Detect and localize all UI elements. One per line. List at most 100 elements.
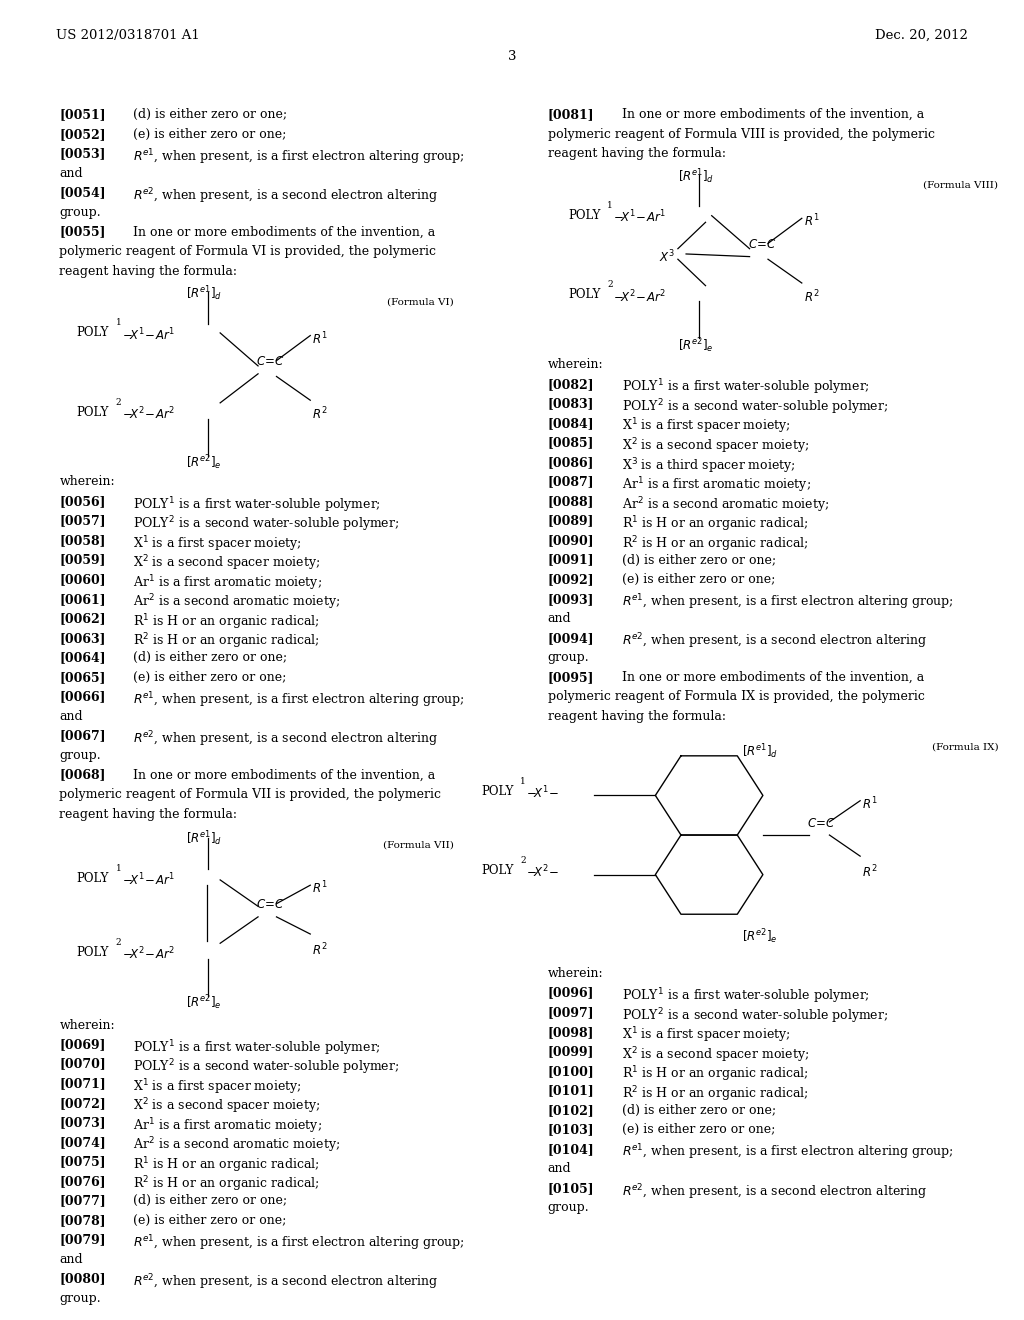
Text: $[R^{e1}]_d$: $[R^{e1}]_d$: [742, 743, 778, 762]
Text: POLY: POLY: [77, 326, 110, 339]
Text: (Formula IX): (Formula IX): [932, 743, 998, 751]
Text: $R^2$: $R^2$: [312, 405, 328, 422]
Text: $R^1$: $R^1$: [312, 880, 328, 896]
Text: $R^1$: $R^1$: [312, 330, 328, 347]
Text: (d) is either zero or one;: (d) is either zero or one;: [622, 1104, 776, 1117]
Text: $C\!=\!C$: $C\!=\!C$: [807, 817, 836, 829]
Text: and: and: [59, 166, 83, 180]
Text: 1: 1: [520, 777, 526, 785]
Text: $R^{e2}$, when present, is a second electron altering: $R^{e2}$, when present, is a second elec…: [133, 186, 438, 206]
Text: POLY: POLY: [481, 785, 514, 797]
Text: (e) is either zero or one;: (e) is either zero or one;: [622, 573, 775, 586]
Text: group.: group.: [548, 1201, 590, 1214]
Text: (e) is either zero or one;: (e) is either zero or one;: [133, 128, 287, 141]
Text: reagent having the formula:: reagent having the formula:: [548, 710, 726, 723]
Text: $R^{e2}$, when present, is a second electron altering: $R^{e2}$, when present, is a second elec…: [133, 1272, 438, 1292]
Text: 1: 1: [116, 865, 122, 873]
Text: [0101]: [0101]: [548, 1084, 595, 1097]
Text: wherein:: wherein:: [548, 358, 603, 371]
Text: [0061]: [0061]: [59, 593, 106, 606]
Text: [0097]: [0097]: [548, 1006, 595, 1019]
Text: wherein:: wherein:: [548, 968, 603, 979]
Text: $R^{e2}$, when present, is a second electron altering: $R^{e2}$, when present, is a second elec…: [622, 1181, 927, 1201]
Text: [0090]: [0090]: [548, 535, 595, 546]
Text: $R^{e1}$, when present, is a first electron altering group;: $R^{e1}$, when present, is a first elect…: [133, 690, 465, 710]
Text: [0105]: [0105]: [548, 1181, 595, 1195]
Text: R$^1$ is H or an organic radical;: R$^1$ is H or an organic radical;: [133, 1155, 319, 1175]
Text: $R^{e2}$, when present, is a second electron altering: $R^{e2}$, when present, is a second elec…: [622, 632, 927, 651]
Text: $[R^{e2}]_e$: $[R^{e2}]_e$: [678, 335, 714, 355]
Text: [0081]: [0081]: [548, 108, 595, 121]
Text: $-\!X^2\!-\!Ar^2$: $-\!X^2\!-\!Ar^2$: [613, 288, 667, 305]
Text: Ar$^2$ is a second aromatic moiety;: Ar$^2$ is a second aromatic moiety;: [622, 495, 829, 515]
Text: [0083]: [0083]: [548, 397, 594, 411]
Text: (d) is either zero or one;: (d) is either zero or one;: [622, 553, 776, 566]
Text: [0093]: [0093]: [548, 593, 594, 606]
Text: group.: group.: [59, 206, 101, 219]
Text: and: and: [59, 1253, 83, 1266]
Text: In one or more embodiments of the invention, a: In one or more embodiments of the invent…: [622, 108, 924, 121]
Text: (e) is either zero or one;: (e) is either zero or one;: [622, 1123, 775, 1137]
Text: [0104]: [0104]: [548, 1143, 595, 1156]
Text: POLY$^1$ is a first water-soluble polymer;: POLY$^1$ is a first water-soluble polyme…: [133, 1038, 381, 1057]
Text: [0062]: [0062]: [59, 612, 106, 626]
Text: [0092]: [0092]: [548, 573, 595, 586]
Text: group.: group.: [59, 748, 101, 762]
Text: [0054]: [0054]: [59, 186, 106, 199]
Text: group.: group.: [59, 1292, 101, 1305]
Text: R$^2$ is H or an organic radical;: R$^2$ is H or an organic radical;: [622, 535, 808, 553]
Text: [0084]: [0084]: [548, 417, 595, 430]
Text: [0067]: [0067]: [59, 730, 106, 742]
Text: $R^2$: $R^2$: [804, 288, 819, 305]
Text: [0103]: [0103]: [548, 1123, 595, 1137]
Text: R$^1$ is H or an organic radical;: R$^1$ is H or an organic radical;: [133, 612, 319, 632]
Text: $[R^{e2}]_e$: $[R^{e2}]_e$: [186, 994, 222, 1012]
Text: polymeric reagent of Formula VIII is provided, the polymeric: polymeric reagent of Formula VIII is pro…: [548, 128, 935, 141]
Text: $-\!X^1\!-\!Ar^1$: $-\!X^1\!-\!Ar^1$: [122, 873, 175, 888]
Text: POLY$^2$ is a second water-soluble polymer;: POLY$^2$ is a second water-soluble polym…: [133, 1057, 399, 1077]
Text: (Formula VI): (Formula VI): [387, 297, 454, 306]
Text: $C\!=\!C$: $C\!=\!C$: [748, 238, 776, 251]
Text: $[R^{e1}]_d$: $[R^{e1}]_d$: [678, 166, 714, 186]
Text: [0053]: [0053]: [59, 148, 105, 160]
Text: [0096]: [0096]: [548, 986, 594, 999]
Text: [0073]: [0073]: [59, 1117, 106, 1129]
Text: Ar$^1$ is a first aromatic moiety;: Ar$^1$ is a first aromatic moiety;: [133, 573, 323, 593]
Text: X$^2$ is a second spacer moiety;: X$^2$ is a second spacer moiety;: [622, 437, 809, 455]
Text: US 2012/0318701 A1: US 2012/0318701 A1: [56, 29, 200, 42]
Text: [0065]: [0065]: [59, 671, 105, 684]
Text: [0099]: [0099]: [548, 1045, 594, 1059]
Text: POLY$^2$ is a second water-soluble polymer;: POLY$^2$ is a second water-soluble polym…: [622, 397, 888, 417]
Text: X$^2$ is a second spacer moiety;: X$^2$ is a second spacer moiety;: [133, 1097, 321, 1117]
Text: $R^{e1}$, when present, is a first electron altering group;: $R^{e1}$, when present, is a first elect…: [622, 1143, 953, 1163]
Text: $X^3$: $X^3$: [659, 248, 676, 265]
Text: $R^2$: $R^2$: [862, 865, 878, 880]
Text: POLY: POLY: [568, 288, 601, 301]
Text: X$^1$ is a first spacer moiety;: X$^1$ is a first spacer moiety;: [133, 1077, 302, 1097]
Text: $R^2$: $R^2$: [312, 942, 328, 958]
Text: reagent having the formula:: reagent having the formula:: [59, 808, 238, 821]
Text: $[R^{e1}]_d$: $[R^{e1}]_d$: [186, 284, 222, 302]
Text: (d) is either zero or one;: (d) is either zero or one;: [133, 1195, 288, 1208]
Text: [0100]: [0100]: [548, 1065, 595, 1077]
Text: Ar$^1$ is a first aromatic moiety;: Ar$^1$ is a first aromatic moiety;: [133, 1117, 323, 1135]
Text: [0074]: [0074]: [59, 1135, 106, 1148]
Text: $[R^{e2}]_e$: $[R^{e2}]_e$: [186, 453, 222, 471]
Text: R$^2$ is H or an organic radical;: R$^2$ is H or an organic radical;: [622, 1084, 808, 1104]
Text: [0082]: [0082]: [548, 378, 595, 391]
Text: reagent having the formula:: reagent having the formula:: [59, 264, 238, 277]
Text: (e) is either zero or one;: (e) is either zero or one;: [133, 671, 287, 684]
Text: (d) is either zero or one;: (d) is either zero or one;: [133, 651, 288, 664]
Text: [0059]: [0059]: [59, 553, 105, 566]
Text: [0056]: [0056]: [59, 495, 105, 508]
Text: and: and: [548, 1163, 571, 1175]
Text: $-\!X^1\!-$: $-\!X^1\!-$: [526, 785, 560, 801]
Text: $[R^{e2}]_e$: $[R^{e2}]_e$: [742, 928, 778, 946]
Text: [0066]: [0066]: [59, 690, 105, 704]
Text: $-\!X^1\!-\!Ar^1$: $-\!X^1\!-\!Ar^1$: [613, 209, 667, 226]
Text: group.: group.: [548, 651, 590, 664]
Text: R$^2$ is H or an organic radical;: R$^2$ is H or an organic radical;: [133, 632, 319, 651]
Text: POLY: POLY: [481, 865, 514, 876]
Text: (d) is either zero or one;: (d) is either zero or one;: [133, 108, 288, 121]
Text: $[R^{e1}]_d$: $[R^{e1}]_d$: [186, 830, 222, 849]
